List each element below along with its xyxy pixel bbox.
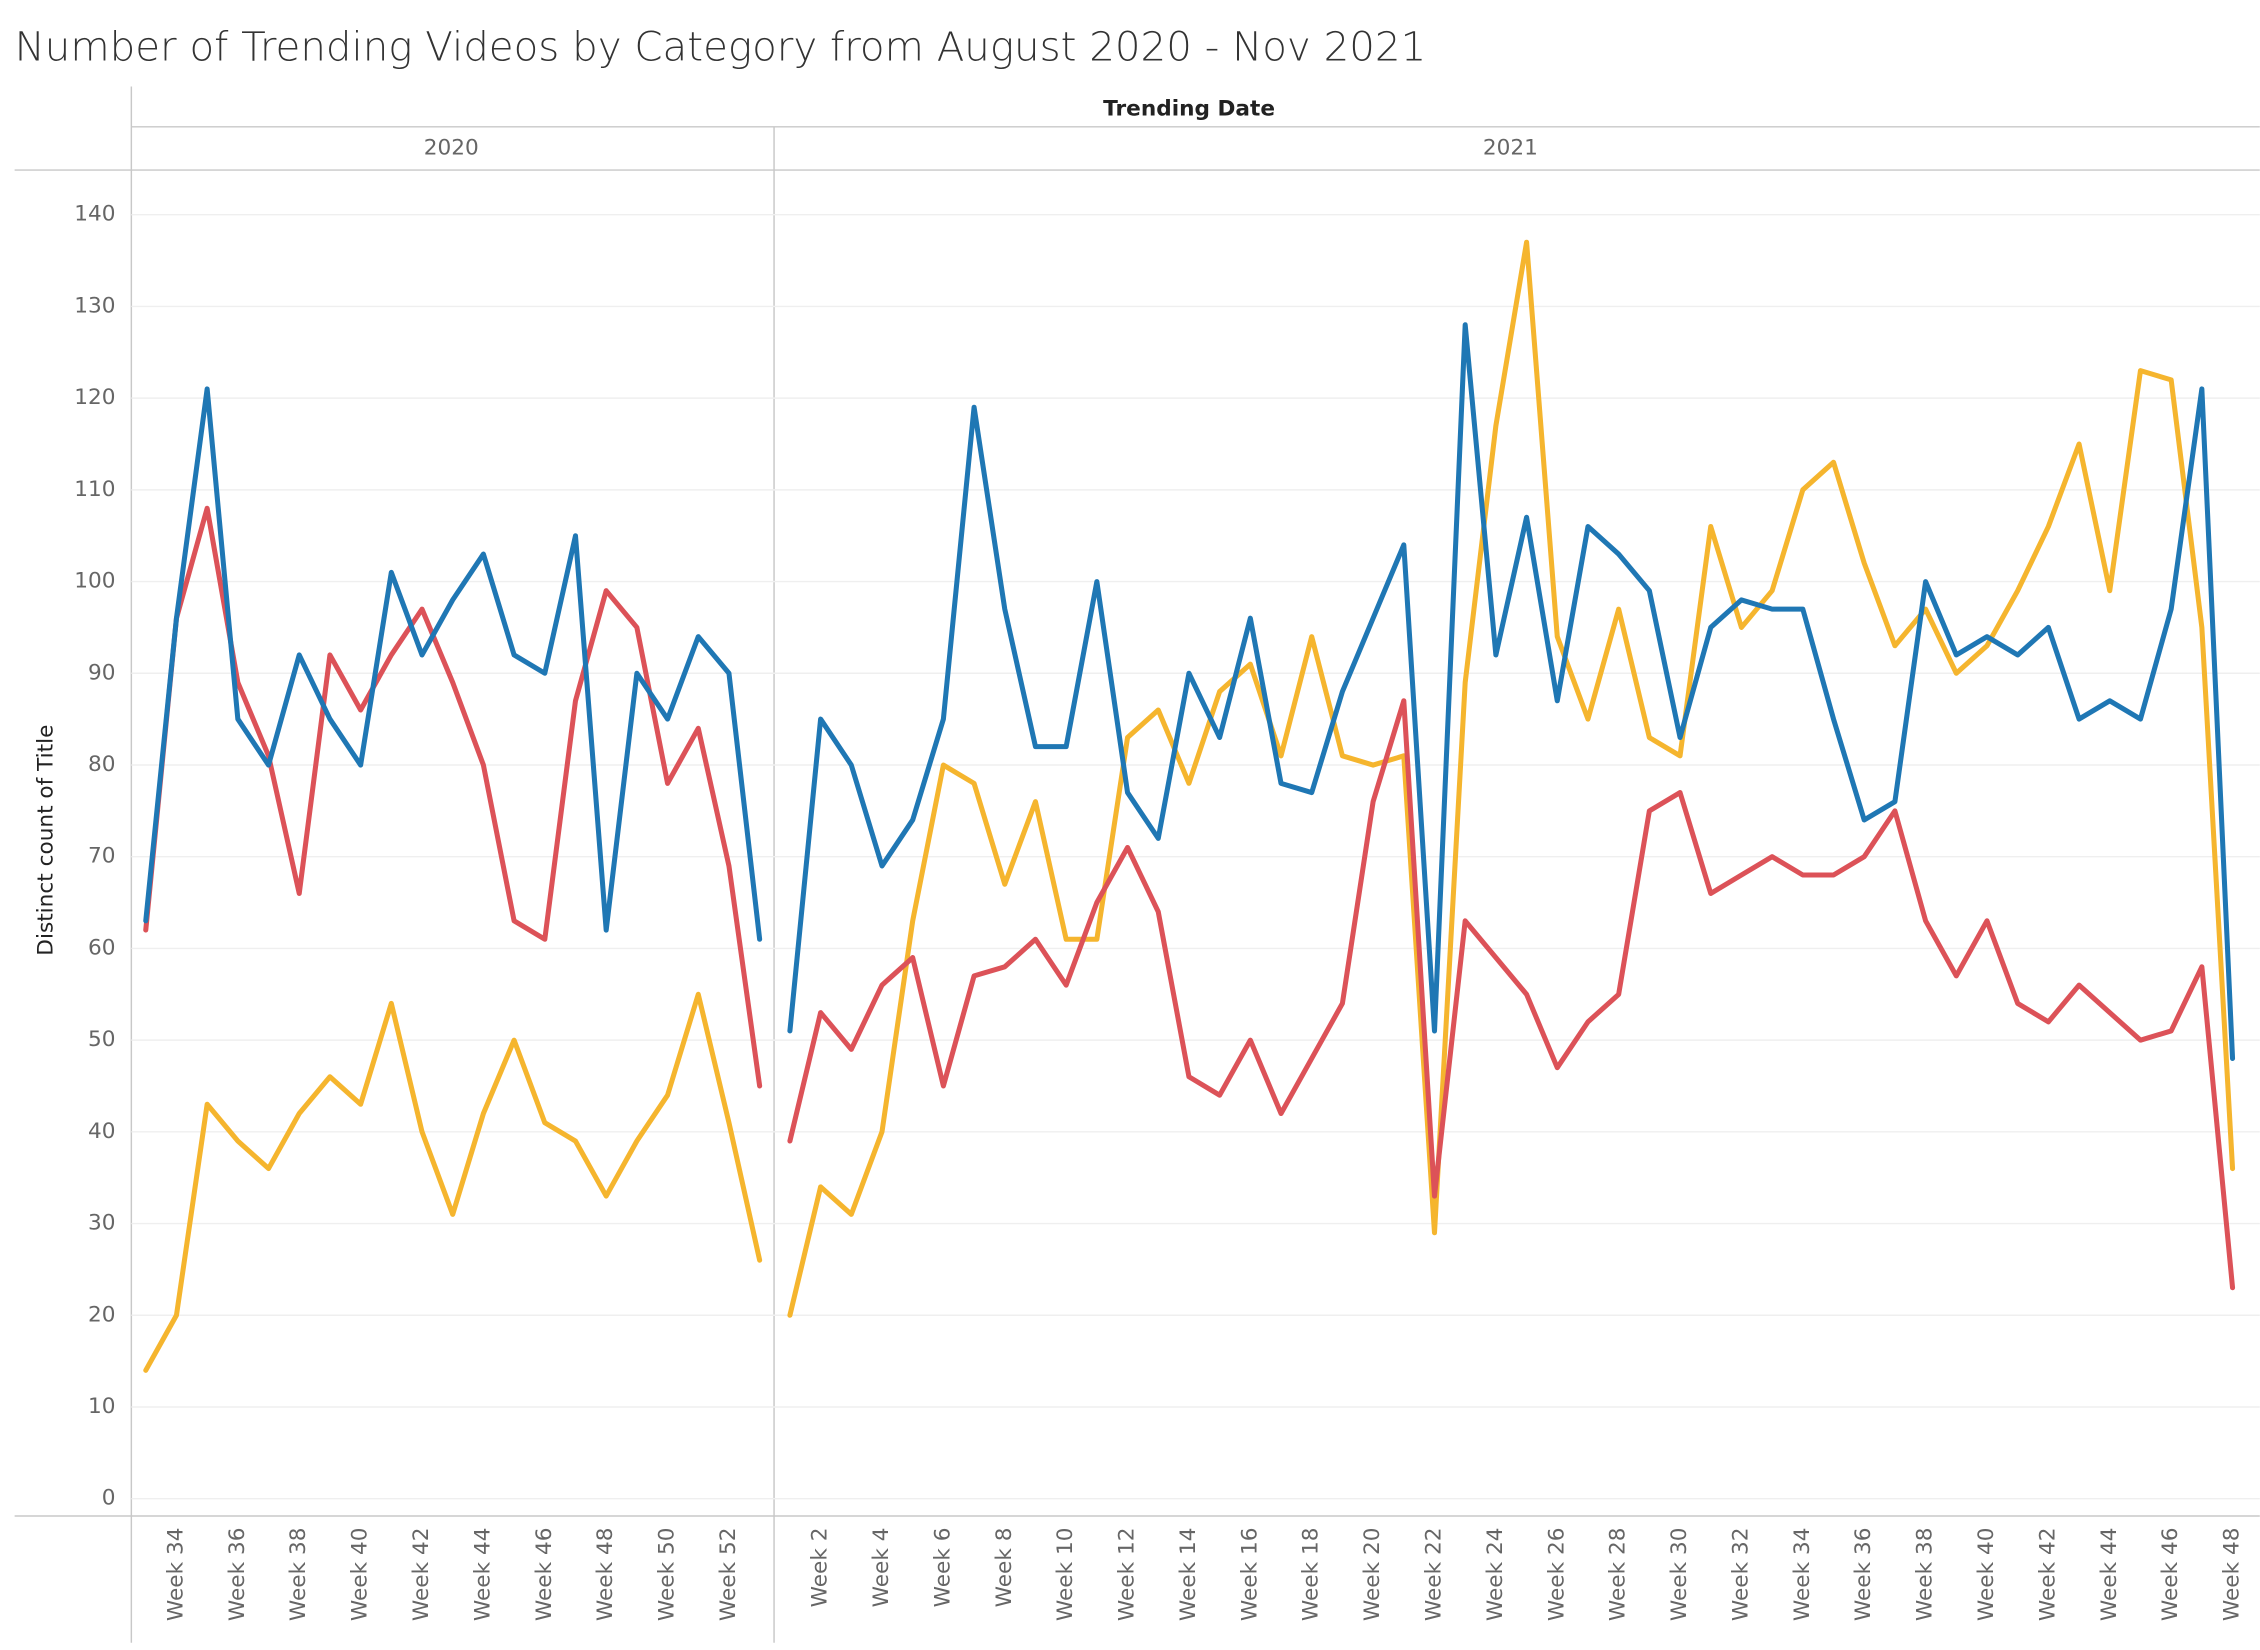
y-tick-label: 40 bbox=[88, 1119, 116, 1144]
x-tick-label: Week 30 bbox=[1667, 1528, 1692, 1622]
x-tick-label: Week 18 bbox=[1299, 1528, 1324, 1622]
series-line bbox=[787, 698, 2236, 1291]
series-line bbox=[143, 991, 763, 1373]
x-tick-label: Week 36 bbox=[1851, 1528, 1876, 1622]
column-header: Trending Date bbox=[1103, 97, 1275, 122]
x-tick-label: Week 12 bbox=[1115, 1528, 1140, 1622]
x-tick-label: Week 40 bbox=[1974, 1528, 1999, 1622]
series-line bbox=[143, 386, 763, 942]
series-line bbox=[143, 505, 763, 1089]
series-line bbox=[787, 239, 2236, 1318]
chart-title: Number of Trending Videos by Category fr… bbox=[15, 24, 1427, 71]
x-tick-label: Week 46 bbox=[2158, 1528, 2183, 1622]
x-tick-label: Week 20 bbox=[1360, 1528, 1385, 1622]
y-tick-label: 10 bbox=[88, 1394, 116, 1419]
x-tick-label: Week 22 bbox=[1421, 1528, 1446, 1622]
x-tick-label: Week 16 bbox=[1237, 1528, 1262, 1622]
x-tick-label: Week 4 bbox=[869, 1528, 894, 1608]
x-tick-label: Week 46 bbox=[532, 1528, 557, 1622]
y-tick-label: 60 bbox=[88, 935, 116, 960]
x-tick-label: Week 10 bbox=[1053, 1528, 1078, 1622]
x-tick-label: Week 6 bbox=[930, 1528, 955, 1608]
x-tick-label: Week 36 bbox=[225, 1528, 250, 1622]
y-tick-label: 50 bbox=[88, 1027, 116, 1052]
y-tick-label: 20 bbox=[88, 1302, 116, 1327]
x-tick-label: Week 34 bbox=[1790, 1528, 1815, 1622]
y-tick-label: 100 bbox=[74, 569, 115, 594]
x-tick-label: Week 24 bbox=[1483, 1528, 1508, 1622]
y-tick-label: 140 bbox=[74, 202, 115, 227]
x-tick-label: Week 14 bbox=[1176, 1528, 1201, 1622]
x-tick-label: Week 26 bbox=[1544, 1528, 1569, 1622]
y-tick-label: 110 bbox=[74, 477, 115, 502]
y-tick-label: 80 bbox=[88, 752, 116, 777]
x-tick-label: Week 28 bbox=[1606, 1528, 1631, 1622]
y-tick-label: 130 bbox=[74, 293, 115, 318]
x-tick-label: Week 32 bbox=[1728, 1528, 1753, 1622]
y-tick-label: 0 bbox=[102, 1486, 116, 1511]
series-line bbox=[787, 322, 2236, 1061]
x-tick-label: Week 38 bbox=[1913, 1528, 1938, 1622]
x-tick-label: Week 42 bbox=[2035, 1528, 2060, 1622]
pane-label: 2021 bbox=[1483, 135, 1538, 160]
x-tick-label: Week 52 bbox=[716, 1528, 741, 1622]
x-tick-label: Week 40 bbox=[348, 1528, 373, 1622]
x-tick-label: Week 50 bbox=[655, 1528, 680, 1622]
x-tick-label: Week 48 bbox=[593, 1528, 618, 1622]
x-tick-label: Week 38 bbox=[286, 1528, 311, 1622]
y-tick-label: 120 bbox=[74, 385, 115, 410]
y-tick-label: 90 bbox=[88, 660, 116, 685]
y-axis-label: Distinct count of Title bbox=[33, 725, 58, 956]
y-tick-label: 30 bbox=[88, 1211, 116, 1236]
x-tick-label: Week 42 bbox=[409, 1528, 434, 1622]
x-tick-label: Week 48 bbox=[2220, 1528, 2245, 1622]
x-tick-label: Week 8 bbox=[992, 1528, 1017, 1608]
x-tick-label: Week 44 bbox=[2097, 1528, 2122, 1622]
x-tick-label: Week 44 bbox=[470, 1528, 495, 1622]
y-tick-label: 70 bbox=[88, 844, 116, 869]
pane-label: 2020 bbox=[424, 135, 479, 160]
x-tick-label: Week 2 bbox=[808, 1528, 833, 1608]
x-tick-label: Week 34 bbox=[163, 1528, 188, 1622]
